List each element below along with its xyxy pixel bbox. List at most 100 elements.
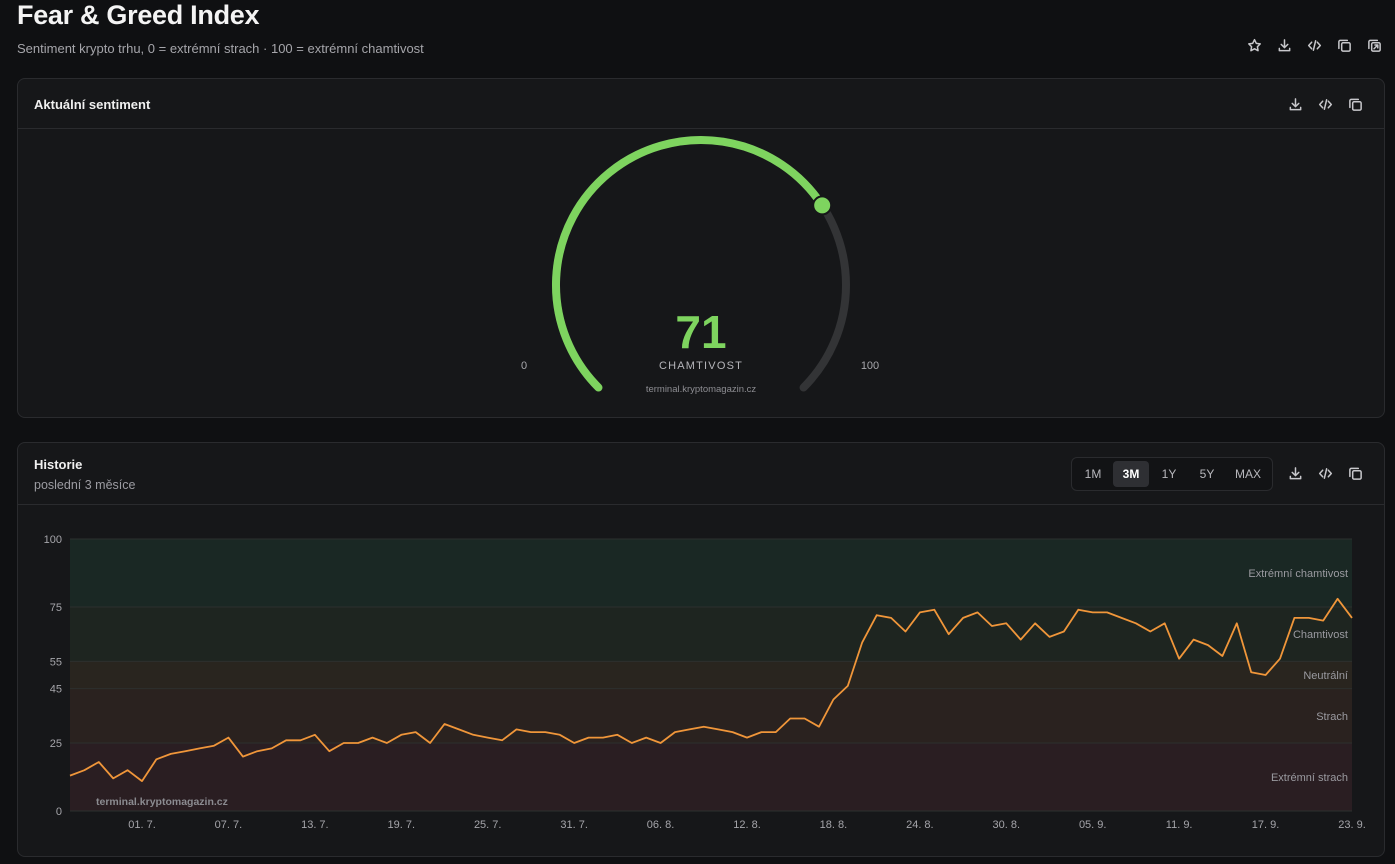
data-point [399,732,404,737]
data-point [1191,637,1196,642]
zone-band [70,743,1352,811]
range-button-5y[interactable]: 5Y [1199,467,1215,481]
data-point [1162,621,1167,626]
data-point [96,760,101,765]
data-point [1177,656,1182,661]
page-header: Fear & Greed Index Sentiment krypto trhu… [17,0,1385,70]
copy-button[interactable] [1344,93,1366,115]
data-point [1306,615,1311,620]
panel-title: Aktuální sentiment [34,97,151,112]
data-point [975,610,980,615]
gauge-watermark: terminal.kryptomagazin.cz [646,384,757,395]
data-point [183,749,188,754]
zone-band [70,688,1352,743]
data-point [673,730,678,735]
data-point [889,615,894,620]
y-tick-label: 55 [50,656,62,668]
copy-button[interactable] [1333,34,1355,56]
range-button-1m[interactable]: 1M [1084,467,1102,481]
data-point [817,724,822,729]
x-tick-label: 05. 9. [1079,819,1107,831]
code-icon [1307,39,1321,51]
embed-code-button[interactable] [1314,93,1336,115]
zone-band [70,661,1352,689]
data-point [687,727,692,732]
data-point [1220,654,1225,659]
data-point [831,697,836,702]
data-point [1206,643,1211,648]
range-button-max[interactable]: MAX [1234,467,1261,481]
data-point [1090,610,1095,615]
y-tick-label: 45 [50,684,62,696]
data-point [629,741,634,746]
copy-image-button[interactable] [1363,34,1385,56]
range-button-1y[interactable]: 1Y [1161,467,1177,481]
download-button[interactable] [1284,93,1306,115]
data-point [745,735,750,740]
gauge-value: 71 [675,306,726,358]
panel-title: Historie [34,457,83,472]
data-point [1018,637,1023,642]
data-point [1234,621,1239,626]
data-point [255,749,260,754]
data-point [356,741,361,746]
zone-label: Chamtivost [1293,629,1348,641]
y-tick-label: 0 [56,806,62,818]
panel-toolbar [1284,93,1366,115]
x-tick-label: 17. 9. [1252,819,1280,831]
gauge-min-label: 0 [521,360,527,372]
data-point [500,738,505,743]
data-point [845,683,850,688]
data-point [327,749,332,754]
data-point [1047,634,1052,639]
data-point [1061,629,1066,634]
current-sentiment-panel: Aktuální sentiment 71 CHAMTIVOST 0 100 t… [17,78,1385,418]
data-point [1076,607,1081,612]
zone-label: Extrémní strach [1271,772,1348,784]
data-point [1278,656,1283,661]
star-icon [1247,38,1261,51]
data-point [68,773,73,778]
embed-code-button[interactable] [1314,462,1336,484]
page-subtitle: Sentiment krypto trhu, 0 = extrémní stra… [17,41,424,56]
x-tick-label: 18. 8. [820,819,848,831]
history-panel: Historie poslední 3 měsíce 1M 3M 1Y 5Y MAX E… [17,442,1385,857]
download-button[interactable] [1273,34,1295,56]
copy-button[interactable] [1344,462,1366,484]
data-point [1105,610,1110,615]
panel-header: Aktuální sentiment [18,79,1384,129]
history-chart: Extrémní strach Strach Neutrální Chamtivost… [44,534,1366,831]
data-point [759,730,764,735]
data-point [1292,615,1297,620]
data-point [917,610,922,615]
data-point [1033,621,1038,626]
x-tick-label: 24. 8. [906,819,934,831]
download-icon [1289,466,1301,479]
data-point [341,741,346,746]
y-tick-label: 25 [50,738,62,750]
data-point [1004,621,1009,626]
data-point [615,732,620,737]
code-icon [1318,467,1332,479]
page-title: Fear & Greed Index [17,0,260,30]
data-point [428,741,433,746]
data-point [168,751,173,756]
zone-label: Strach [1316,711,1348,723]
data-point [485,735,490,740]
data-point [140,779,145,784]
favorite-button[interactable] [1243,34,1265,56]
x-tick-label: 31. 7. [560,819,588,831]
range-button-3m[interactable]: 3M [1112,461,1149,487]
x-tick-label: 30. 8. [993,819,1021,831]
data-point [730,730,735,735]
data-point [82,768,87,773]
data-point [1321,618,1326,623]
data-point [716,727,721,732]
panel-toolbar [1284,462,1366,484]
embed-code-button[interactable] [1303,34,1325,56]
y-tick-label: 75 [50,602,62,614]
download-button[interactable] [1284,462,1306,484]
data-point [773,730,778,735]
zone-band [70,539,1352,607]
data-point [543,730,548,735]
